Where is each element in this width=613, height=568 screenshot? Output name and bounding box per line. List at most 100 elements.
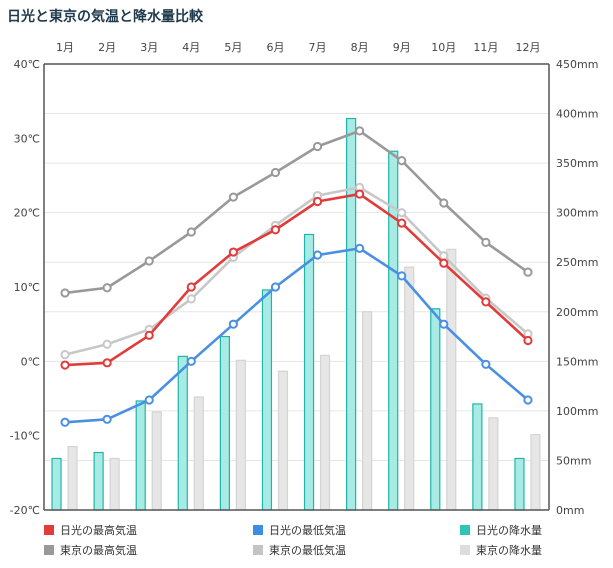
data-point: [186, 282, 196, 292]
data-point: [144, 256, 154, 266]
x-tick-label: 6月: [266, 41, 284, 54]
bar: [177, 355, 188, 511]
x-tick-label: 10月: [431, 41, 456, 54]
data-point: [439, 251, 449, 261]
y-right-tick-label: 400mm: [556, 108, 598, 121]
data-point: [481, 297, 491, 307]
data-point: [102, 414, 112, 424]
data-point: [228, 192, 238, 202]
legend-label: 東京の最低気温: [269, 544, 346, 557]
data-point: [102, 339, 112, 349]
legend-label: 東京の最高気温: [60, 544, 137, 557]
y-right-tick-label: 0mm: [556, 504, 584, 517]
data-point: [60, 417, 70, 427]
data-point: [144, 330, 154, 340]
data-point: [186, 294, 196, 304]
data-point: [144, 395, 154, 405]
bar: [135, 400, 146, 511]
legend-swatch: [460, 525, 470, 535]
series-line: [64, 129, 529, 295]
data-point: [355, 189, 365, 199]
data-point: [60, 360, 70, 370]
x-tick-label: 11月: [473, 41, 498, 54]
line-series: [60, 189, 533, 370]
y-right-tick-label: 250mm: [556, 256, 598, 269]
y-right-tick-label: 450mm: [556, 58, 598, 71]
legend-label: 日光の最低気温: [269, 524, 346, 537]
legend-item: 東京の最高気温: [44, 542, 137, 558]
x-tick-label: 1月: [56, 41, 74, 54]
data-point: [481, 237, 491, 247]
y-left-tick-label: 20℃: [14, 207, 40, 220]
bar: [193, 396, 204, 511]
bar-series: [51, 117, 525, 511]
data-point: [270, 282, 281, 292]
data-point: [270, 167, 281, 178]
bar: [514, 457, 525, 511]
y-right-tick-label: 150mm: [556, 355, 598, 368]
line-series: [60, 243, 533, 427]
bar: [277, 370, 289, 511]
bar: [219, 335, 230, 511]
legend-swatch: [460, 545, 470, 555]
data-point: [439, 319, 449, 329]
bar: [488, 417, 499, 511]
data-point: [228, 247, 238, 257]
bar: [261, 289, 273, 511]
legend-item: 日光の最低気温: [253, 522, 346, 538]
y-right-tick-label: 100mm: [556, 405, 598, 418]
data-point: [397, 218, 407, 228]
bar: [346, 117, 357, 511]
bar: [67, 445, 78, 511]
y-left-tick-label: -10℃: [10, 430, 40, 443]
bar: [530, 434, 541, 511]
data-point: [312, 250, 323, 260]
bar: [109, 457, 120, 511]
data-point: [439, 258, 449, 268]
y-left-tick-label: -20℃: [10, 504, 40, 517]
y-right-tick-label: 50mm: [556, 454, 591, 467]
legend-swatch: [44, 545, 54, 555]
data-point: [186, 356, 196, 366]
bar: [404, 266, 415, 511]
bar: [430, 308, 441, 511]
x-tick-label: 4月: [182, 41, 200, 54]
legend-label: 東京の降水量: [476, 544, 542, 557]
legend-item: 日光の最高気温: [44, 522, 137, 538]
x-tick-label: 2月: [98, 41, 116, 54]
x-tick-label: 7月: [309, 41, 327, 54]
y-left-tick-label: 40℃: [14, 58, 40, 71]
legend-swatch: [44, 525, 54, 535]
line-series: [60, 126, 533, 298]
data-point: [60, 288, 70, 298]
data-point: [355, 243, 365, 253]
x-tick-label: 12月: [515, 41, 540, 54]
data-point: [186, 227, 196, 237]
legend-item: 東京の最低気温: [253, 542, 346, 558]
y-right-tick-label: 300mm: [556, 207, 598, 220]
bar: [151, 411, 162, 511]
bar: [51, 457, 62, 511]
legend: 日光の最高気温 日光の最低気温 日光の降水量東京の最高気温 東京の最低気温 東京の降水量: [0, 520, 613, 564]
data-point: [397, 156, 407, 166]
legend-item: 東京の降水量: [460, 542, 542, 558]
legend-item: 日光の降水量: [460, 522, 542, 538]
y-left-tick-label: 30℃: [14, 132, 40, 145]
data-point: [397, 208, 407, 218]
bar: [93, 451, 104, 511]
y-right-tick-label: 200mm: [556, 306, 598, 319]
legend-label: 日光の降水量: [476, 524, 542, 537]
bar: [303, 233, 315, 511]
legend-label: 日光の最高気温: [60, 524, 137, 537]
data-point: [439, 198, 449, 208]
data-point: [60, 350, 70, 360]
data-point: [312, 141, 323, 152]
data-point: [481, 359, 491, 369]
y-left-tick-label: 0℃: [21, 355, 40, 368]
data-point: [312, 196, 323, 207]
x-tick-label: 5月: [224, 41, 242, 54]
data-point: [102, 358, 112, 368]
chart-title: 日光と東京の気温と降水量比較: [7, 9, 203, 25]
data-point: [228, 319, 238, 329]
bar: [362, 311, 373, 511]
